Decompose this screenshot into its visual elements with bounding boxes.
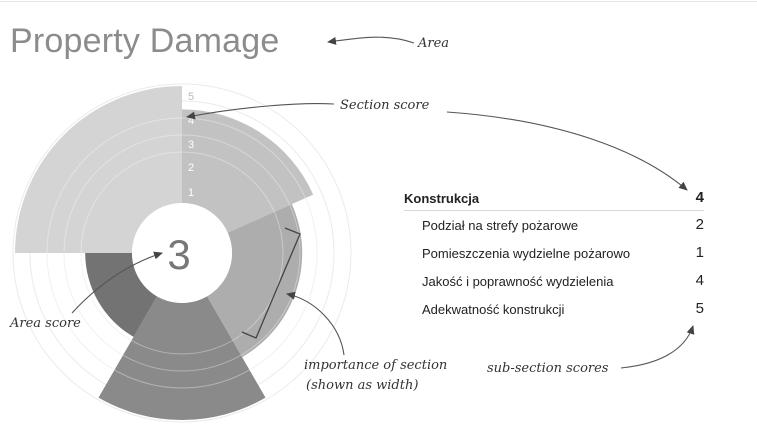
subsection-score: 4	[695, 272, 704, 289]
sector-4	[85, 253, 157, 337]
subsection-row: Adekwatność konstrukcji 5	[404, 295, 704, 323]
subsection-score: 1	[695, 244, 704, 261]
subsection-row: Pomieszczenia wydzielne pożarowo 1	[404, 239, 704, 267]
overlay-ring	[80, 151, 284, 355]
annotation-area: Area	[417, 36, 449, 51]
scale-labels: 1 2 3 4 5	[188, 91, 194, 199]
sector-2	[207, 204, 303, 358]
arrow-subsection-scores	[620, 325, 695, 369]
page-title: Property Damage	[10, 22, 280, 60]
center-circle	[132, 203, 232, 303]
annotation-subsection-scores: sub-section scores	[487, 361, 609, 376]
width-bracket	[241, 227, 301, 339]
sector-3	[98, 296, 266, 421]
annotation-importance-line2: (shown as width)	[306, 378, 418, 393]
sector-5	[15, 86, 182, 253]
guide-ring	[12, 83, 352, 423]
top-divider	[0, 1, 757, 2]
subsection-score: 2	[695, 216, 704, 233]
annotation-importance-line1: importance of section	[304, 358, 447, 373]
subsection-label: Adekwatność konstrukcji	[422, 302, 565, 317]
subsection-label: Jakość i poprawność wydzielenia	[422, 274, 614, 289]
annotation-arrows	[71, 36, 695, 369]
arrow-area	[327, 36, 415, 45]
arrow-section-score	[186, 103, 335, 120]
subsection-score: 5	[695, 300, 704, 317]
arrow-importance	[286, 291, 345, 356]
sector-konstrukcja	[182, 109, 314, 233]
overlay-ring	[63, 134, 301, 372]
subsection-label: Podział na strefy pożarowe	[422, 218, 579, 233]
subsection-label: Pomieszczenia wydzielne pożarowo	[422, 246, 631, 261]
scale-label-4: 4	[188, 115, 194, 127]
scale-label-3: 3	[188, 139, 194, 151]
section-score: 4	[695, 189, 704, 206]
annotation-area-score: Area score	[9, 316, 81, 331]
scale-label-1: 1	[188, 187, 194, 199]
section-score-table: Konstrukcja 4 Podział na strefy pożarowe…	[404, 184, 704, 323]
subsection-row: Jakość i poprawność wydzielenia 4	[404, 267, 704, 295]
annotation-section-score: Section score	[340, 98, 430, 113]
section-name: Konstrukcja	[404, 191, 480, 206]
arrow-area-score	[71, 251, 163, 314]
section-row: Konstrukcja 4	[404, 184, 704, 211]
arrow-to-section-value	[446, 111, 688, 191]
subsection-row: Podział na strefy pożarowe 2	[404, 211, 704, 239]
scale-label-2: 2	[188, 162, 194, 174]
sector-ring-overlay	[46, 117, 318, 389]
sector-layer	[15, 86, 314, 421]
scale-label-5: 5	[188, 91, 194, 103]
overlay-ring	[46, 117, 318, 389]
area-score-value: 3	[167, 231, 190, 278]
